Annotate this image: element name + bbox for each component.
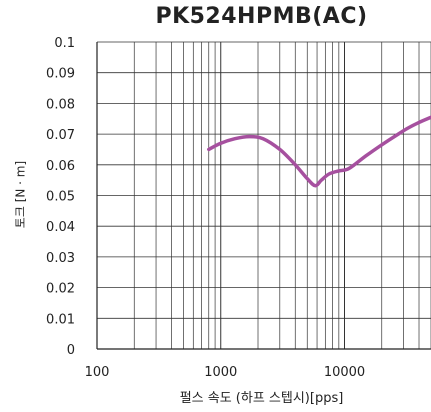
grid-lines [96,41,431,350]
torque-curve-line [207,115,431,188]
x-tick-label: 1000 [204,365,237,380]
y-tick-label: 0.03 [46,251,75,266]
x-tick-label: 10000 [324,365,365,380]
y-tick-label: 0.01 [46,312,75,327]
y-tick-label: 0.08 [46,97,75,112]
y-tick-label: 0.1 [54,36,75,51]
chart-title: PK524HPMB(AC) [155,4,368,29]
y-tick-label: 0 [67,343,75,358]
y-tick-label: 0.04 [46,220,75,235]
tick-labels: 0 0.01 0.02 0.03 0.04 0.05 0.06 0.07 0.08 0.09 0.1… [46,36,365,380]
x-axis-label: 펄스 속도 (하프 스텝시)[pps] [179,391,344,406]
y-tick-label: 0.09 [46,67,75,82]
data-series [207,115,431,188]
y-tick-label: 0.07 [46,128,75,143]
y-tick-label: 0.06 [46,159,75,174]
y-tick-label: 0.02 [46,282,75,297]
x-tick-label: 100 [85,365,110,380]
y-tick-label: 0.05 [46,190,75,205]
